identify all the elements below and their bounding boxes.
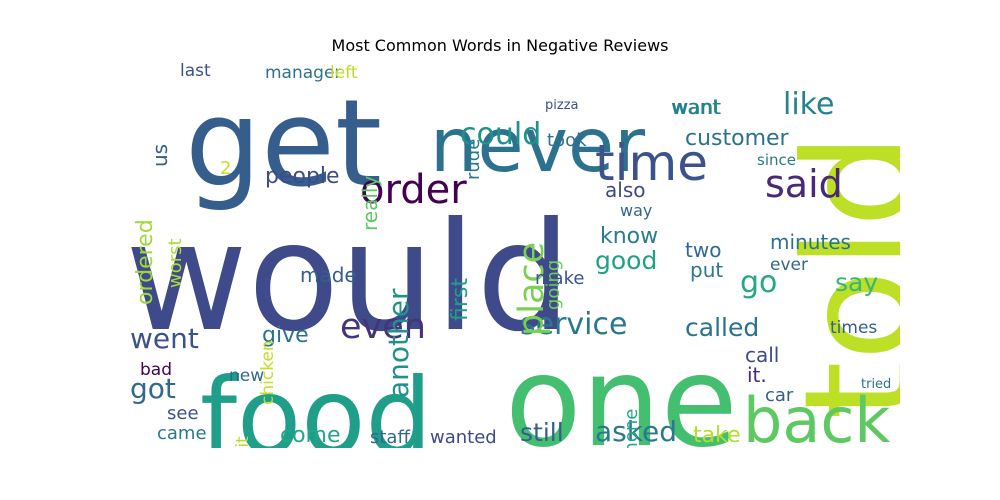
word-food-3: food <box>200 356 433 449</box>
word-say-25: say <box>835 268 879 297</box>
word-us-47: us <box>148 143 172 167</box>
word-way-62: way <box>620 201 653 220</box>
word-new-45: new <box>229 366 265 386</box>
word-good-28: good <box>595 246 658 275</box>
word-never-2: never <box>430 101 646 189</box>
word-ordered-23: ordered <box>133 219 158 305</box>
word-bad-44: bad <box>140 360 172 380</box>
word-could-11: could <box>460 117 542 152</box>
word-really-51: really <box>358 175 382 231</box>
word-first-35: first <box>448 277 473 321</box>
word-another-36: another <box>382 288 415 398</box>
word-manager-48: manager <box>265 63 342 83</box>
word-time-7: time <box>595 134 708 192</box>
word-pizza-66: pizza <box>545 98 579 113</box>
word-came-42: came <box>157 423 207 444</box>
chart-title: Most Common Words in Negative Reviews <box>331 36 669 55</box>
word-rude-52: rude <box>463 138 484 180</box>
word-car-56: car <box>765 385 794 406</box>
word-call-54: call <box>745 343 780 367</box>
word-left-49: left <box>330 63 358 83</box>
word-minutes-26: minutes <box>770 230 851 254</box>
word-tried-64: tried <box>861 377 892 392</box>
word-took-53: took <box>547 130 587 151</box>
word-service-13: service <box>520 307 628 342</box>
word-back-6: back <box>743 384 891 449</box>
word-two-30: two <box>685 238 722 262</box>
word-chicken-60: chicken <box>258 340 278 406</box>
word-going-34: going <box>543 259 564 310</box>
word-want-67: want <box>672 95 722 119</box>
word-staff-41: staff <box>370 427 410 448</box>
word-cloud: would get never food one told back time order sai… <box>125 60 900 449</box>
word-said-9: said <box>765 162 843 206</box>
word-made-37: made <box>300 263 357 287</box>
word-make-32: make <box>535 268 585 289</box>
word-called-14: called <box>685 313 760 342</box>
word-asked-19: asked <box>595 415 677 448</box>
word-last-46: last <box>180 61 211 81</box>
word-worst-50: worst <box>165 237 186 288</box>
word-one-4: one <box>505 330 738 448</box>
word-take-21: take <box>693 423 741 448</box>
word-put-31: put <box>690 258 724 282</box>
word-come-39: come <box>280 423 341 448</box>
word-want-27: want <box>671 95 721 119</box>
word-wanted-40: wanted <box>430 427 497 448</box>
word-even-12: even <box>340 307 426 347</box>
word-also-33: also <box>605 178 646 202</box>
word-order-8: order <box>360 167 467 213</box>
word-ever-58: ever <box>770 255 808 275</box>
word-times-57: times <box>830 318 878 338</box>
word-get-1: get <box>185 75 383 214</box>
word-people-22: people <box>265 164 340 189</box>
word-since-61: since <box>757 151 796 169</box>
word-got-17: got <box>130 372 176 405</box>
word-phone-63: phone <box>621 408 642 448</box>
word-like-10: like <box>783 87 835 122</box>
word-still-20: still <box>520 418 564 447</box>
word-go-24: go <box>740 265 778 300</box>
word-went-18: went <box>130 322 199 355</box>
word-give-38: give <box>262 323 309 348</box>
word-would-0: would <box>125 191 572 365</box>
word-see-43: see <box>167 403 199 424</box>
word-wait-59: wait <box>233 437 253 448</box>
word-know-29: know <box>600 224 659 249</box>
word-customer-15: customer <box>685 126 789 151</box>
word-it-55: it. <box>747 363 767 387</box>
word-2-65: 2 <box>220 158 232 179</box>
